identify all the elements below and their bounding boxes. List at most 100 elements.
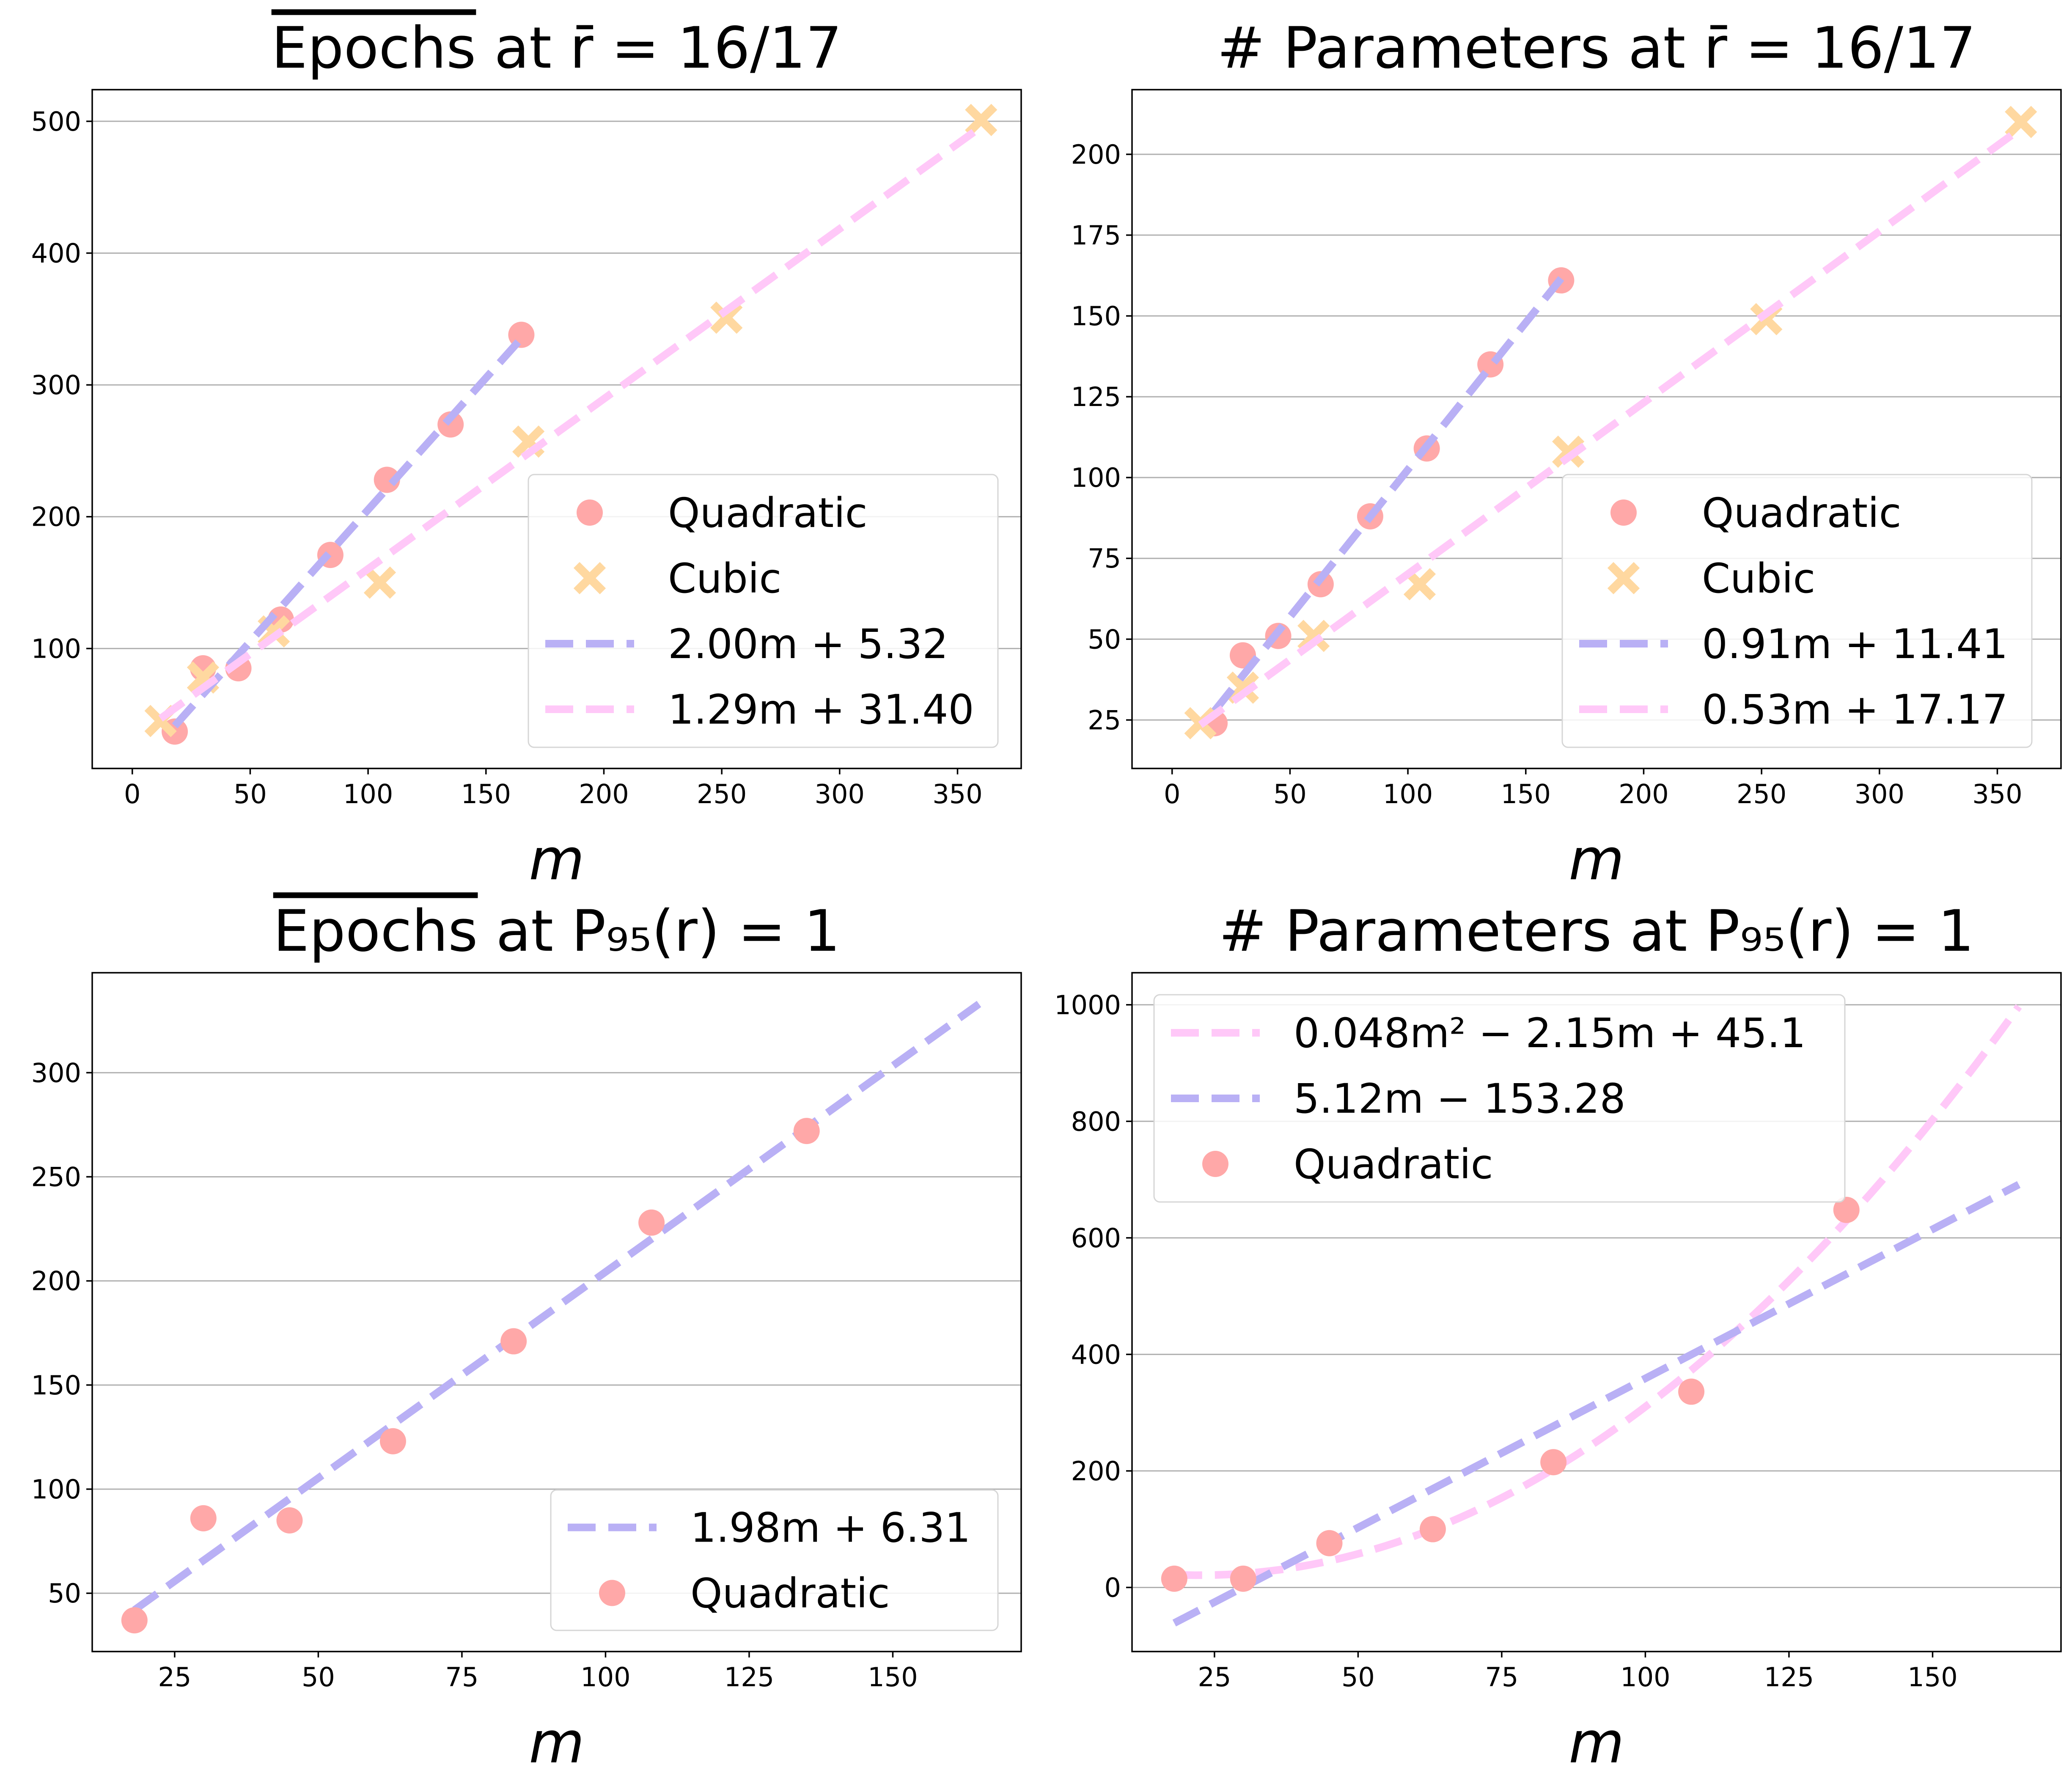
legend-label: 2.00m + 5.32 [668, 620, 948, 668]
legend-marker-swatch [599, 1580, 625, 1606]
y-tick-label: 150 [31, 1370, 81, 1401]
legend-entry: Cubic [573, 555, 781, 602]
y-tick-label: 150 [1071, 301, 1121, 332]
x-tick-label: 50 [1341, 1662, 1375, 1693]
legend-entry: Quadratic [1610, 489, 1902, 537]
data-point [363, 566, 396, 599]
fit-line [1212, 276, 1564, 713]
x-tick-label: 300 [1855, 779, 1904, 809]
data-point [1403, 568, 1436, 601]
x-tick-label: 200 [1619, 779, 1668, 809]
y-tick-label: 25 [1088, 705, 1121, 735]
series-4 [158, 123, 984, 722]
chart-panel-2: 0 50 100 150 200 250 300 350 25 50 75 100 125 150 175 2… [1071, 15, 2062, 893]
x-tick-label: 125 [724, 1662, 774, 1693]
chart-panel-4: 25 50 75 100 125 150 0 200 400 600 800 1000 m # Param… [1054, 898, 2062, 1776]
legend-label: 0.53m + 17.17 [1702, 686, 2008, 733]
y-tick-label: 200 [31, 502, 81, 532]
x-tick-label: 100 [343, 779, 393, 809]
data-point [1678, 1378, 1705, 1405]
data-point [638, 1209, 665, 1236]
x-tick-label: 25 [158, 1662, 191, 1693]
y-tick-label: 75 [1088, 543, 1121, 574]
series-1 [1201, 267, 1575, 736]
y-tick-label: 250 [31, 1161, 81, 1192]
plot-frame [91, 972, 1022, 1652]
y-tick-label: 400 [1071, 1339, 1121, 1370]
chart-panel-3: 25 50 75 100 125 150 50 100 150 200 250 300 m Epochs … [31, 898, 1022, 1776]
series-2 [1184, 106, 2037, 740]
legend-marker-swatch [577, 499, 603, 526]
fit-line [158, 123, 984, 722]
legend-label: 1.98m + 6.31 [690, 1504, 970, 1552]
data-point [1833, 1196, 1860, 1223]
legend-box [1561, 474, 2033, 748]
legend-label: Quadratic [690, 1570, 890, 1617]
data-point [2005, 106, 2037, 138]
data-point [793, 1118, 820, 1144]
x-tick-label: 350 [1972, 779, 2022, 809]
x-tick-label: 50 [234, 779, 267, 809]
x-tick-label: 75 [1485, 1662, 1518, 1693]
x-axis-label: m [529, 1709, 585, 1776]
y-tick-label: 50 [1088, 624, 1121, 655]
data-point [500, 1328, 527, 1355]
fit-line [1172, 1181, 2021, 1627]
y-tick-label: 100 [1071, 462, 1121, 493]
legend-label: Cubic [1702, 555, 1815, 602]
legend-box [528, 474, 999, 748]
legend-label: 5.12m − 153.28 [1294, 1075, 1626, 1122]
data-point [1316, 1530, 1343, 1556]
data-point [1161, 1565, 1187, 1592]
data-point [965, 104, 998, 136]
y-tick-label: 200 [31, 1266, 81, 1297]
y-tick-label: 125 [1071, 381, 1121, 412]
x-tick-label: 100 [1383, 779, 1433, 809]
legend-entry: Quadratic [577, 489, 868, 537]
y-tick-label: 200 [1071, 1456, 1121, 1487]
legend-entry: Quadratic [599, 1570, 890, 1617]
x-tick-label: 50 [1273, 779, 1307, 809]
legend-label: Quadratic [1702, 489, 1902, 537]
legend-entry: 1.98m + 6.31 [568, 1504, 970, 1552]
legend-entry: 2.00m + 5.32 [545, 620, 948, 668]
legend-entry: 0.048m² − 2.15m + 45.1 [1171, 1010, 1806, 1057]
x-tick-label: 350 [932, 779, 982, 809]
fit-curve [1174, 1004, 2022, 1579]
y-tick-label: 600 [1071, 1223, 1121, 1254]
legend: Quadratic Cubic 2.00m + 5.32 1.29m + 31.40 [528, 474, 999, 748]
plot-frame [1131, 89, 2062, 769]
data-point [1297, 620, 1330, 652]
legend: 0.048m² − 2.15m + 45.1 5.12m − 153.28 Quad… [1153, 994, 1846, 1203]
data-point [437, 411, 464, 438]
y-tick-label: 500 [31, 106, 81, 137]
legend-box [1153, 994, 1846, 1203]
legend-label: Cubic [668, 555, 781, 602]
series-4 [1198, 125, 2023, 728]
legend-entry: 0.53m + 17.17 [1579, 686, 2008, 733]
chart-title: # Parameters at r̄ = 16/17 [1217, 15, 1976, 81]
x-tick-label: 300 [815, 779, 865, 809]
chart-title: Epochs at r̄ = 16/17 [272, 15, 842, 81]
y-tick-label: 175 [1071, 220, 1121, 251]
plot-frame [91, 89, 1022, 769]
legend: Quadratic Cubic 0.91m + 11.41 0.53m + 17.17 [1561, 474, 2033, 748]
series-3 [1161, 1196, 1860, 1592]
x-tick-label: 250 [697, 779, 747, 809]
chart-title: Epochs at P₉₅(r) = 1 [273, 898, 841, 964]
series-3 [172, 336, 525, 729]
data-point [374, 466, 400, 493]
x-tick-label: 100 [580, 1662, 630, 1693]
y-tick-label: 800 [1071, 1106, 1121, 1137]
legend-entry: 1.29m + 31.40 [545, 686, 974, 733]
data-point [121, 1607, 148, 1634]
x-axis-label: m [1569, 826, 1624, 893]
series-1 [1174, 1004, 2022, 1579]
legend-marker-swatch [1202, 1151, 1228, 1177]
data-point [190, 1505, 217, 1531]
series-2 [121, 1118, 820, 1634]
data-point [1540, 1449, 1567, 1476]
x-axis-label: m [1569, 1709, 1624, 1776]
legend-label: 0.048m² − 2.15m + 45.1 [1294, 1010, 1806, 1057]
